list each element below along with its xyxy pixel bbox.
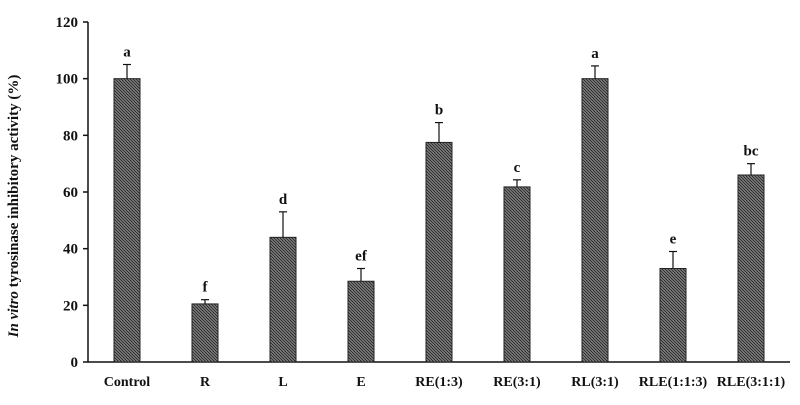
significance-letter: a [591,46,599,62]
significance-letter: f [203,280,209,296]
significance-letter: b [435,103,443,119]
x-tick-label: L [278,375,287,390]
x-tick-label: RE(3:1) [493,375,541,390]
x-tick-label: R [200,375,211,390]
y-axis-title-rest: tyrosinase inhibitory activity (%) [6,75,22,291]
bar [737,174,765,363]
significance-letter: ef [355,249,368,265]
x-tick-label: E [356,375,365,390]
bar [503,186,531,363]
x-tick-label: RL(3:1) [571,375,619,390]
x-axis: Control R L E RE(1:3) RE(3:1) RL(3:1) RLE(1:1:3… [88,361,790,390]
y-tick-label: 60 [63,185,78,201]
x-tick-label: Control [104,375,151,390]
significance-letter: a [123,45,131,61]
bar [113,78,141,363]
significance-letter: bc [744,144,759,160]
y-tick-label: 20 [63,298,78,314]
y-axis: 0 20 40 60 80 100 120 [56,15,89,371]
x-tick-label: RE(1:3) [415,375,463,390]
bar [425,141,453,363]
y-axis-title-italic: In vitro [6,291,22,338]
significance-letter: d [279,192,288,208]
y-tick-label: 40 [63,242,78,258]
bar [659,268,687,363]
bar [347,280,375,363]
bar [581,78,609,363]
y-axis-title: In vitro tyrosinase inhibitory activity … [6,75,22,339]
bar [269,236,297,363]
y-tick-label: 120 [56,15,79,31]
x-tick-label: RLE(3:1:1) [717,375,786,390]
y-tick-label: 0 [71,355,79,371]
significance-letter: e [670,232,677,248]
significance-letter: c [514,160,521,176]
y-tick-label: 100 [56,72,79,88]
bar [191,303,219,363]
y-tick-label: 80 [63,128,78,144]
x-tick-label: RLE(1:1:3) [639,375,708,390]
